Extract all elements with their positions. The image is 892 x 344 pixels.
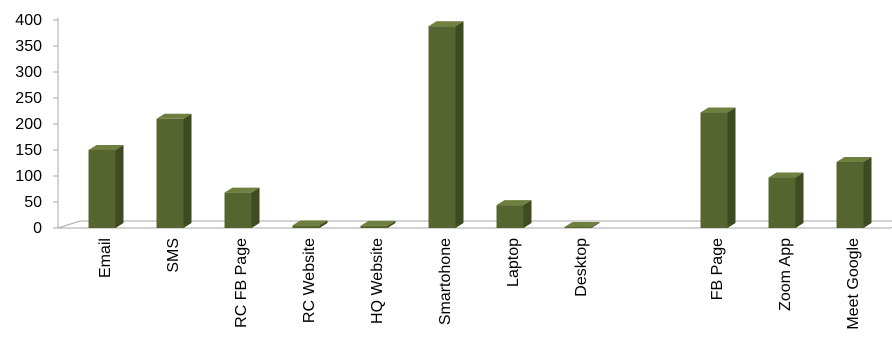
x-tick-label: RC Website bbox=[301, 238, 318, 323]
bar bbox=[700, 107, 736, 228]
bar-side-face bbox=[387, 220, 396, 228]
bar-top-face bbox=[292, 220, 328, 226]
bar-front-face bbox=[88, 150, 116, 228]
x-tick-label: Desktop bbox=[573, 238, 590, 297]
bar-side-face bbox=[863, 156, 872, 228]
bar-front-face bbox=[360, 225, 388, 228]
bar-front-face bbox=[224, 192, 252, 228]
bar-front-face bbox=[700, 112, 728, 228]
bar-top-face bbox=[564, 221, 600, 227]
y-tick-label: 50 bbox=[24, 194, 42, 211]
bar-series bbox=[88, 21, 872, 228]
bar-front-face bbox=[428, 26, 456, 228]
bar bbox=[360, 220, 396, 228]
x-tick-label: Laptop bbox=[505, 238, 522, 287]
bar-side-face bbox=[251, 187, 260, 228]
bar-front-face bbox=[496, 205, 524, 228]
bar-front-face bbox=[768, 177, 796, 228]
bar-top-face bbox=[768, 172, 804, 178]
bar-top-face bbox=[836, 156, 872, 162]
bar-top-face bbox=[428, 21, 464, 27]
bar-top-face bbox=[224, 187, 260, 193]
y-axis: 0 50 100 150 200 250 300 350 400 bbox=[15, 12, 59, 237]
y-tick-label: 150 bbox=[15, 142, 42, 159]
x-tick-label: RC FB Page bbox=[233, 238, 250, 328]
bar bbox=[224, 187, 260, 228]
bar bbox=[88, 145, 124, 228]
bar-side-face bbox=[319, 220, 328, 228]
y-tick-label: 400 bbox=[15, 12, 42, 29]
bar-side-face bbox=[523, 200, 532, 228]
bar-front-face bbox=[836, 161, 864, 228]
bar bbox=[496, 200, 532, 228]
bar bbox=[428, 21, 464, 228]
bar-front-face bbox=[156, 118, 184, 228]
bar-top-face bbox=[88, 145, 124, 150]
x-tick-label: Zoom App bbox=[777, 238, 794, 311]
y-tick-label: 100 bbox=[15, 168, 42, 185]
bar-top-face bbox=[496, 200, 532, 206]
y-tick-label: 0 bbox=[33, 220, 42, 237]
y-tick-label: 350 bbox=[15, 38, 42, 55]
y-tick-label: 300 bbox=[15, 64, 42, 81]
chart-floor bbox=[57, 220, 892, 229]
bar bbox=[156, 113, 192, 228]
bar-front-face bbox=[564, 226, 592, 228]
bar-top-face bbox=[156, 113, 192, 119]
bar-front-face bbox=[292, 225, 320, 228]
y-tick-label: 200 bbox=[15, 116, 42, 133]
bar-side-face bbox=[795, 172, 804, 228]
x-tick-label: SMS bbox=[165, 238, 182, 273]
x-tick-label: Email bbox=[97, 238, 114, 278]
x-tick-label: FB Page bbox=[709, 238, 726, 300]
x-axis-labels: Email SMS RC FB Page RC Website HQ Website Sm… bbox=[97, 238, 862, 330]
y-tick-label: 250 bbox=[15, 90, 42, 107]
x-tick-label: HQ Website bbox=[369, 238, 386, 324]
bar-side-face bbox=[727, 107, 736, 228]
bar-side-face bbox=[591, 221, 600, 228]
bar bbox=[836, 156, 872, 228]
bar bbox=[768, 172, 804, 228]
bar-side-face bbox=[115, 145, 124, 228]
x-tick-label: Smartohone bbox=[437, 238, 454, 325]
bar-top-face bbox=[700, 107, 736, 113]
bar-side-face bbox=[455, 21, 464, 228]
chart-floor-plane bbox=[57, 220, 892, 229]
x-tick-label: Meet Google bbox=[845, 238, 862, 330]
bar bbox=[292, 220, 328, 228]
bar-top-face bbox=[360, 220, 396, 226]
bar-side-face bbox=[183, 113, 192, 228]
bar bbox=[564, 221, 600, 228]
